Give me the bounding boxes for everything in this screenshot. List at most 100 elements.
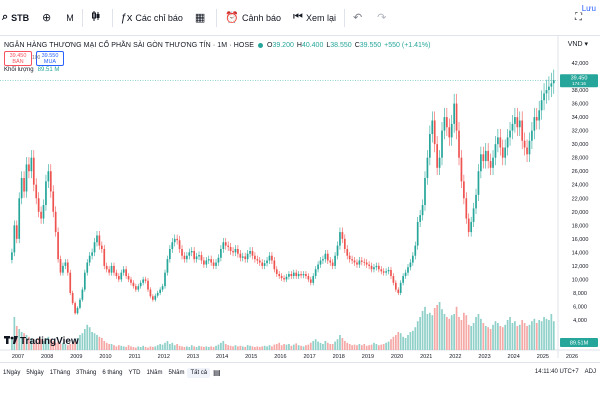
volume-bar — [433, 308, 436, 350]
undo-button[interactable]: ↶ — [347, 6, 371, 30]
alert-button[interactable]: ⏰ Cảnh báo — [219, 6, 287, 30]
candle-body — [480, 154, 482, 172]
x-tick-label: 2021 — [420, 354, 432, 360]
candle-body — [59, 259, 62, 273]
candle-body — [424, 177, 426, 206]
redo-button[interactable]: ↷ — [371, 6, 395, 30]
candle-body — [484, 150, 487, 162]
volume-bar — [336, 339, 339, 350]
replay-button[interactable]: ⏮ Xem lại — [287, 6, 342, 30]
volume-bar — [487, 327, 490, 350]
symbol-label: STB — [11, 12, 30, 23]
candle-body — [178, 240, 181, 249]
clock-time[interactable]: 14:11:40 UTC+7 — [534, 369, 579, 375]
volume-bar — [535, 323, 538, 350]
candle-body — [64, 262, 67, 266]
compare-button[interactable]: ⊕ — [36, 6, 60, 30]
volume-bar — [71, 342, 74, 350]
sell-button[interactable]: 39.450 BÁN — [4, 51, 32, 66]
adj-toggle[interactable]: ADJ — [584, 369, 596, 375]
calendar-icon[interactable]: ▤ — [213, 368, 221, 377]
candle-body — [409, 262, 412, 268]
candle-body — [407, 267, 409, 273]
volume-bar — [509, 317, 511, 350]
range-button[interactable]: 1Tháng — [49, 369, 71, 376]
candle-body — [237, 248, 239, 254]
volume-bar — [538, 320, 541, 350]
x-tick-label: 2011 — [129, 354, 141, 360]
candle-body — [251, 251, 254, 256]
volume-bar — [108, 344, 110, 350]
replay-label: Xem lại — [305, 12, 336, 23]
range-button[interactable]: 5Năm — [168, 369, 185, 376]
candle-body — [343, 238, 346, 249]
fullscreen-icon[interactable]: ⛶ — [575, 12, 582, 23]
candle-body — [169, 248, 171, 260]
volume-bar — [463, 312, 465, 350]
volume-bar — [198, 345, 200, 350]
candle-body — [110, 265, 113, 273]
indicators-button[interactable]: ƒx Các chỉ báo — [115, 6, 189, 30]
y-tick-label: 16,000 — [572, 237, 589, 243]
volume-bar — [28, 336, 30, 350]
range-button[interactable]: 6 tháng — [102, 369, 123, 376]
candle-body — [217, 257, 220, 263]
candle-body — [540, 100, 543, 111]
currency-selector[interactable]: VND ▾ — [568, 40, 588, 48]
interval-button[interactable]: M — [60, 6, 80, 30]
y-tick-label: 30,000 — [572, 142, 589, 148]
tradingview-logo[interactable]: TradingView — [4, 336, 79, 347]
volume-bar — [326, 342, 329, 350]
volume-bar — [20, 332, 23, 350]
volume-bar — [69, 344, 72, 350]
candle-body — [159, 289, 161, 293]
volume-bar — [217, 344, 220, 350]
sell-label: BÁN — [12, 59, 24, 65]
candle-body — [351, 259, 353, 261]
volume-bar — [103, 341, 106, 350]
buy-button[interactable]: 39.550 MUA — [36, 51, 64, 66]
candle-body — [232, 251, 234, 253]
volume-bar — [234, 345, 237, 350]
save-button[interactable]: Lưu — [581, 4, 596, 13]
candle-body — [173, 238, 176, 243]
volume-tag-label: 89.51M — [570, 341, 589, 347]
range-button[interactable]: 1Năm — [146, 369, 163, 376]
candle-body — [203, 260, 205, 265]
symbol-search-button[interactable]: ⌕ STB — [0, 6, 36, 30]
range-button[interactable]: YTD — [128, 369, 141, 376]
range-button[interactable]: 3Tháng — [76, 369, 97, 376]
candle-body — [35, 184, 38, 199]
candle-body — [487, 150, 490, 162]
candle-body — [200, 255, 203, 261]
price-chart[interactable]: 42,00040,00038,00036,00034,00032,00030,0… — [0, 36, 600, 366]
y-tick-label: 4,000 — [573, 318, 587, 324]
volume-bar — [25, 335, 28, 350]
plus-icon: ⊕ — [42, 12, 52, 24]
volume-bar — [460, 320, 463, 350]
divider — [81, 8, 83, 27]
candle-body — [234, 248, 237, 253]
range-button[interactable]: 5Ngày — [26, 369, 44, 376]
candle-body — [341, 232, 344, 239]
volume-bar — [419, 317, 421, 350]
candle-body — [392, 276, 395, 283]
candle-body — [504, 147, 507, 158]
layout-button[interactable]: ▦ — [189, 6, 214, 30]
chart-area[interactable]: 42,00040,00038,00036,00034,00032,00030,0… — [0, 36, 600, 366]
volume-bar — [492, 324, 494, 350]
x-tick-label: 2014 — [216, 354, 228, 360]
candle-body — [290, 274, 293, 277]
volume-bar — [424, 306, 426, 350]
volume-bar — [416, 321, 419, 350]
volume-bar — [343, 341, 346, 350]
volume-bar — [314, 339, 317, 350]
chart-type-button[interactable] — [85, 6, 110, 30]
range-button[interactable]: Tất cả — [187, 367, 211, 378]
range-button[interactable]: 1Ngày — [3, 369, 21, 376]
volume-bar — [57, 341, 59, 350]
divider — [111, 8, 113, 27]
volume-bar — [380, 344, 383, 350]
volume-bar — [501, 327, 504, 350]
x-tick-label: 2016 — [274, 354, 286, 360]
